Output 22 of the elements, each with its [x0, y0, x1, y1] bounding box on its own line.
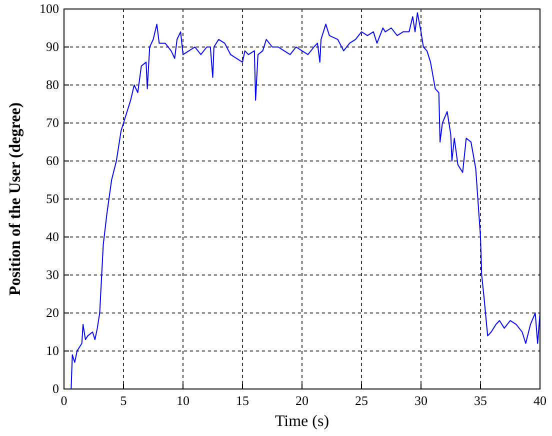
y-tick-label: 0	[52, 381, 59, 396]
x-tick-label: 35	[474, 393, 487, 408]
x-tick-label: 20	[296, 393, 308, 408]
y-tick-label: 80	[46, 77, 59, 92]
y-tick-label: 100	[40, 1, 59, 16]
y-tick-label: 20	[46, 305, 59, 320]
x-tick-label: 5	[120, 393, 127, 408]
y-tick-label: 50	[46, 191, 59, 206]
x-axis-title: Time (s)	[274, 413, 330, 430]
y-tick-label: 40	[46, 229, 59, 244]
x-tick-label: 10	[176, 393, 190, 408]
y-tick-label: 70	[46, 115, 59, 130]
y-tick-label: 60	[46, 153, 59, 168]
y-tick-label: 10	[46, 343, 59, 358]
line-series	[70, 12, 540, 390]
x-tick-label: 30	[414, 393, 428, 408]
x-tick-label: 40	[534, 393, 546, 408]
y-axis-title: Position of the User (degree)	[7, 102, 24, 296]
y-tick-label: 90	[46, 39, 59, 54]
y-tick-label: 30	[46, 267, 59, 282]
x-tick-label: 15	[236, 393, 249, 408]
x-tick-label: 25	[355, 393, 368, 408]
